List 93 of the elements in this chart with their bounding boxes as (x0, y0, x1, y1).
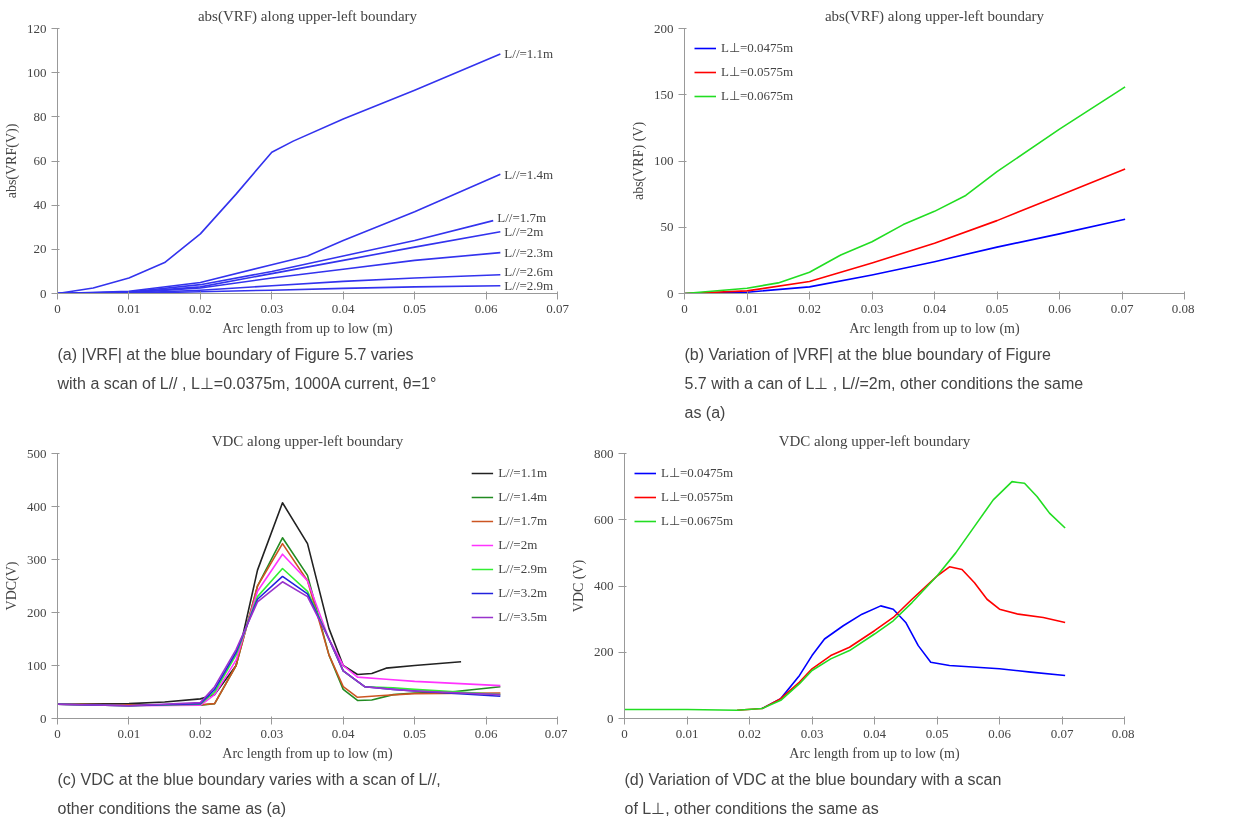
text: (d) Variation of VDC at the blue boundary with a scan of L⊥, other conditions the same as (624, 770, 1002, 817)
y-tick-label: 200 (27, 604, 47, 620)
y-axis-title: abs(VRF) (V) (631, 121, 647, 201)
legend-label: L⊥=0.0475m (721, 40, 794, 56)
x-axis-title: Arc length from up to low (m) (222, 320, 393, 337)
x-tick-label: 0 (54, 725, 61, 741)
x-tick-label: 0.01 (117, 300, 141, 316)
x-axis-title: Arc length from up to low (m) (222, 745, 393, 762)
y-axis-title: abs(VRF(V)) (4, 123, 20, 199)
x-tick-label: 0.01 (735, 300, 759, 316)
y-tick-label: 300 (27, 551, 47, 567)
y-tick-label: 20 (33, 241, 47, 257)
y-tick-label: 400 (27, 498, 47, 514)
y-tick-label: 100 (654, 153, 674, 168)
y-tick-label: 100 (27, 64, 47, 80)
text: (c) VDC at the blue boundary varies with a scan of L//, other conditions the same as (a) (57, 770, 441, 817)
x-tick-label: 0.02 (188, 725, 212, 741)
y-tick-label: 50 (660, 219, 674, 235)
x-tick-label: 0.02 (188, 300, 212, 316)
x-axis-title: Arc length from up to low (m) (789, 745, 960, 762)
x-tick-label: 0.03 (260, 300, 284, 316)
chart-title: VDC along upper-left boundary (211, 432, 404, 449)
legend-label: L//=3.2m (498, 585, 547, 601)
x-tick-label: 0.03 (260, 725, 284, 741)
x-tick-label: 0 (621, 725, 628, 741)
x-tick-label: 0.01 (117, 725, 141, 741)
legend-label: L//=1.1m (498, 465, 547, 481)
series-label: L//=1.1m (504, 46, 554, 62)
chart-title: VDC along upper-left boundary (778, 432, 971, 449)
x-tick-label: 0.07 (544, 725, 568, 741)
y-tick-label: 60 (33, 153, 47, 168)
x-tick-label: 0.06 (1048, 300, 1072, 316)
y-tick-label: 0 (607, 710, 614, 726)
y-tick-label: 150 (654, 86, 674, 102)
x-tick-label: 0.04 (863, 725, 887, 741)
x-tick-label: 0.05 (403, 300, 427, 316)
y-tick-label: 600 (594, 511, 614, 527)
y-tick-label: 0 (667, 285, 674, 301)
legend-label: L⊥=0.0475m (661, 465, 734, 481)
x-axis-title: Arc length from up to low (m) (849, 320, 1020, 337)
series-label: L//=2m (504, 224, 544, 240)
series-label: L//=2.6m (504, 264, 554, 280)
y-tick-label: 120 (27, 20, 47, 36)
x-tick-label: 0.06 (474, 725, 498, 741)
y-tick-label: 800 (594, 445, 614, 461)
legend-label: L//=3.5m (498, 609, 547, 625)
y-tick-label: 0 (40, 285, 47, 301)
x-tick-label: 0.02 (798, 300, 821, 316)
chart-title: abs(VRF) along upper-left boundary (197, 7, 418, 25)
x-tick-label: 0.02 (738, 725, 761, 741)
series-label: L//=2.9m (504, 278, 554, 294)
legend-label: L⊥=0.0675m (721, 88, 794, 104)
x-tick-label: 0.01 (675, 725, 699, 741)
series-label: L//=1.7m (497, 210, 547, 226)
y-tick-label: 100 (27, 657, 47, 673)
y-tick-label: 40 (33, 197, 47, 213)
x-tick-label: 0.04 (331, 300, 356, 316)
y-tick-label: 0 (40, 710, 47, 726)
x-tick-label: 0 (681, 300, 688, 316)
text: (b) Variation of |VRF| at the blue boundary of Figure 5.7 with a can of L⊥ , L//=2m, other conditions the same as (a) (684, 345, 1084, 421)
x-tick-label: 0.05 (925, 725, 949, 741)
x-tick-label: 0.05 (403, 725, 427, 741)
x-tick-label: 0.08 (1111, 725, 1135, 741)
x-tick-label: 0.07 (1110, 300, 1134, 316)
x-tick-label: 0.07 (1050, 725, 1074, 741)
x-tick-label: 0.06 (988, 725, 1012, 741)
x-tick-label: 0.03 (860, 300, 884, 316)
x-tick-label: 0.05 (985, 300, 1009, 316)
y-tick-label: 200 (654, 20, 674, 36)
x-tick-label: 0.08 (1171, 300, 1195, 316)
y-tick-label: 500 (27, 445, 47, 461)
legend-label: L⊥=0.0575m (721, 64, 794, 80)
x-tick-label: 0.03 (800, 725, 824, 741)
x-tick-label: 0.04 (331, 725, 356, 741)
text: (a) |VRF| at the blue boundary of Figure 5.7 varies with a scan of L// , L⊥=0.0375m, 1000A current, θ=1° (56, 345, 437, 392)
legend-label: L⊥=0.0575m (661, 489, 734, 505)
legend-label: L//=1.7m (498, 513, 547, 529)
y-tick-label: 200 (594, 644, 614, 660)
x-tick-label: 0.04 (923, 300, 947, 316)
series-label: L//=2.3m (504, 245, 554, 261)
legend-label: L//=2m (498, 537, 538, 553)
chart-title: abs(VRF) along upper-left boundary (824, 7, 1045, 25)
legend-label: L//=1.4m (498, 489, 547, 505)
y-tick-label: 400 (594, 578, 614, 593)
x-tick-label: 0.07 (546, 300, 570, 316)
y-tick-label: 80 (33, 108, 47, 124)
legend-label: L//=2.9m (498, 561, 547, 577)
x-tick-label: 0.06 (474, 300, 498, 316)
y-axis-title: VDC(V) (4, 561, 20, 611)
legend-label: L⊥=0.0675m (661, 513, 734, 529)
series-label: L//=1.4m (504, 166, 554, 182)
x-tick-label: 0 (54, 300, 61, 316)
y-axis-title: VDC (V) (571, 559, 587, 613)
